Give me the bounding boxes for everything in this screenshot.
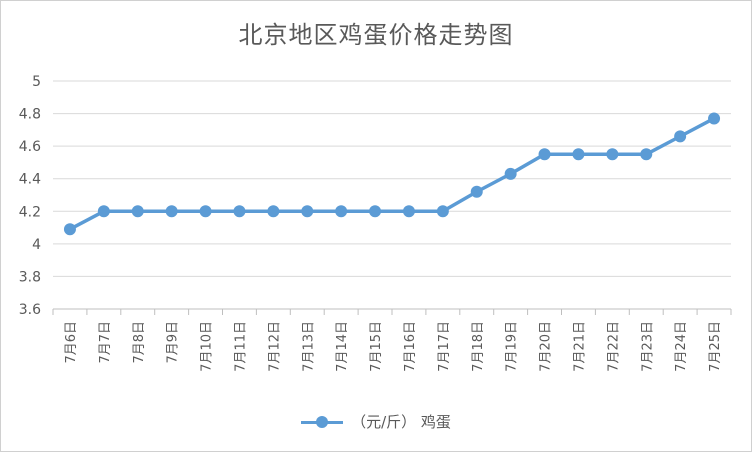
x-tick-label: 7月12日 [267, 321, 282, 372]
y-tick-label: 3.6 [19, 302, 41, 318]
data-point [606, 148, 619, 161]
x-tick-label: 7月14日 [335, 321, 350, 372]
x-tick-label: 7月7日 [98, 321, 113, 364]
x-tick-label: 7月19日 [505, 321, 520, 372]
x-tick-label: 7月20日 [539, 321, 554, 372]
data-point [538, 148, 551, 161]
x-tick-label: 7月17日 [437, 321, 452, 372]
x-tick-label: 7月18日 [471, 321, 486, 372]
x-axis: 7月6日 7月7日 7月8日 7月9日 7月10日 7月11日 7月12日 7月13日 7月14… [52, 308, 732, 372]
x-tick-label: 7月23日 [640, 321, 655, 372]
data-point [199, 205, 212, 218]
legend: （元/斤） 鸡蛋 [1, 411, 751, 432]
chart-title: 北京地区鸡蛋价格走势图 [238, 21, 514, 49]
data-point [369, 205, 382, 218]
y-tick-label: 3.8 [19, 269, 41, 285]
x-tick-label: 7月13日 [301, 321, 316, 372]
data-point [301, 205, 314, 218]
x-tick-label: 7月9日 [166, 321, 181, 364]
y-tick-label: 4.4 [19, 172, 41, 188]
data-point [572, 148, 585, 161]
gridlines [53, 80, 731, 277]
x-tick-label: 7月16日 [403, 321, 418, 372]
data-point [267, 205, 280, 218]
y-tick-label: 5 [32, 74, 41, 90]
x-tick-label: 7月11日 [233, 321, 248, 372]
data-point [504, 167, 517, 180]
data-point [436, 205, 449, 218]
data-point [131, 205, 144, 218]
data-point [470, 185, 483, 198]
data-point [97, 205, 110, 218]
y-axis-ticks: 3.6 3.8 4 4.2 4.4 4.6 4.8 5 [19, 74, 41, 318]
x-tick-label: 7月8日 [132, 321, 147, 364]
legend-swatch [301, 415, 344, 428]
data-point [674, 130, 687, 143]
data-point [63, 223, 76, 236]
y-tick-label: 4.8 [19, 107, 41, 123]
data-point [233, 205, 246, 218]
x-tick-label: 7月6日 [64, 321, 79, 364]
x-tick-label: 7月22日 [606, 321, 621, 372]
x-tick-label: 7月25日 [708, 321, 723, 372]
x-tick-label: 7月24日 [674, 321, 689, 372]
y-tick-label: 4.2 [19, 204, 41, 220]
data-point [402, 205, 415, 218]
x-tick-label: 7月10日 [200, 321, 215, 372]
data-point [165, 205, 178, 218]
data-point [708, 112, 721, 125]
data-point [640, 148, 653, 161]
series [63, 112, 721, 236]
data-point [335, 205, 348, 218]
y-tick-label: 4 [32, 237, 41, 253]
x-tick-label: 7月21日 [572, 321, 587, 372]
y-tick-label: 4.6 [19, 139, 41, 155]
x-tick-label: 7月15日 [369, 321, 384, 372]
legend-label: （元/斤） 鸡蛋 [351, 413, 451, 431]
